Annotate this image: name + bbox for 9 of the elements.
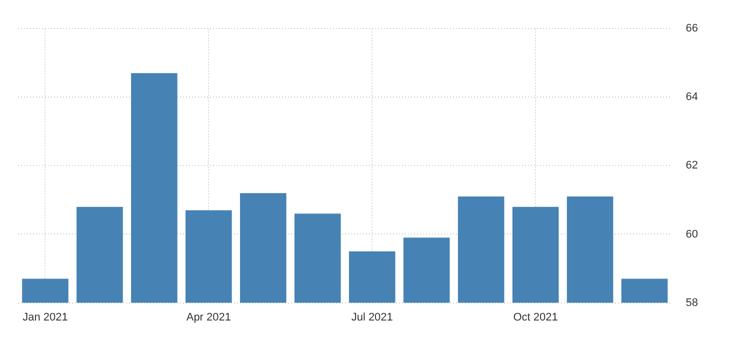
- y-tick-label: 58: [686, 296, 698, 309]
- x-tick-label: Oct 2021: [513, 311, 558, 324]
- y-tick-label: 66: [686, 22, 698, 35]
- x-tick-label: Apr 2021: [186, 311, 232, 324]
- y-tick-label: 64: [686, 91, 698, 104]
- y-tick-label: 60: [686, 228, 698, 240]
- x-tick-label: Jan 2021: [22, 311, 68, 324]
- y-tick-label: 62: [686, 160, 698, 172]
- x-tick-label: Jul 2021: [351, 311, 393, 324]
